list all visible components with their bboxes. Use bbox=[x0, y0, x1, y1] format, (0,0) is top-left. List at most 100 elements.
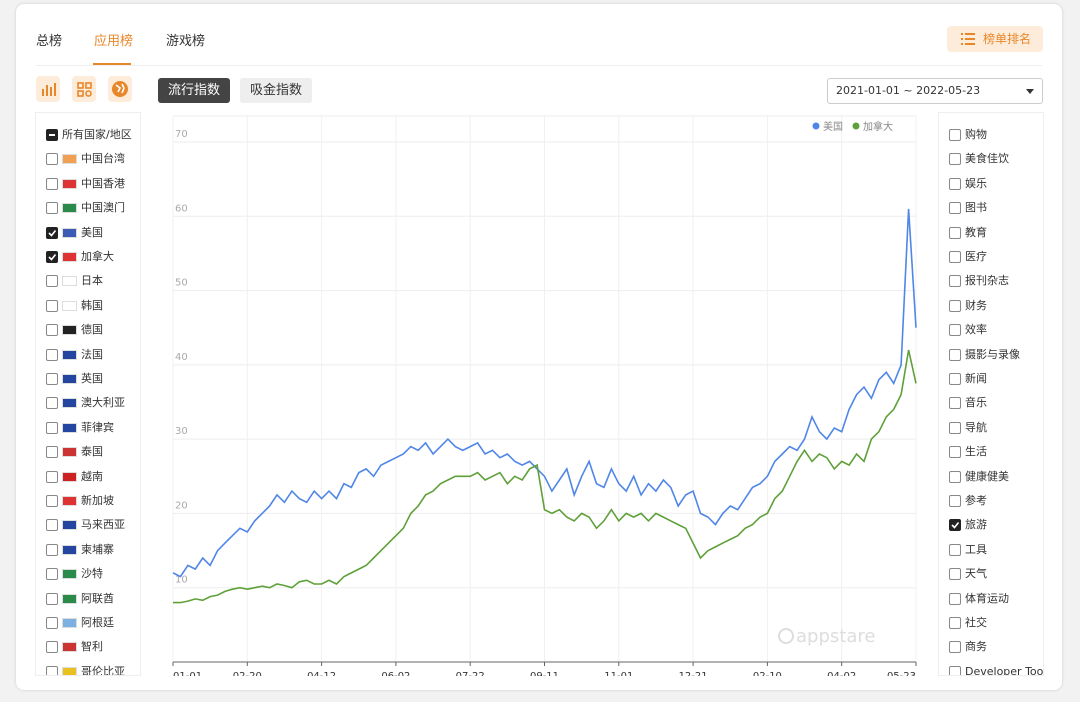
checkbox[interactable] bbox=[46, 397, 58, 410]
legend-dot bbox=[852, 122, 860, 130]
item-label: 娱乐 bbox=[965, 176, 987, 190]
item-label: 新加坡 bbox=[81, 494, 114, 507]
date-picker[interactable]: 2021-01-01 ~ 2022-05-23 bbox=[827, 78, 1043, 104]
index-button[interactable]: 吸金指数 bbox=[240, 78, 313, 103]
checkbox[interactable] bbox=[46, 592, 58, 605]
checkbox[interactable] bbox=[949, 421, 961, 434]
tab-underline bbox=[93, 63, 131, 65]
flag-icon bbox=[62, 154, 77, 165]
checkbox[interactable] bbox=[46, 543, 58, 556]
item-label: 生活 bbox=[965, 445, 987, 459]
checkbox[interactable] bbox=[949, 617, 961, 629]
checkbox[interactable] bbox=[46, 299, 58, 312]
y-tick-label: 40 bbox=[175, 352, 188, 363]
item-label: 柬埔寨 bbox=[81, 542, 114, 556]
tab[interactable]: 游戏榜 bbox=[166, 34, 206, 49]
flag-icon bbox=[62, 618, 77, 628]
checkbox[interactable] bbox=[949, 592, 961, 605]
checkbox[interactable] bbox=[46, 617, 58, 629]
x-tick-label: 07-22 bbox=[456, 671, 485, 676]
x-tick-label: 09-11 bbox=[530, 671, 559, 676]
rank-button[interactable]: 榜单排名 bbox=[947, 26, 1043, 52]
x-tick-label: 04-02 bbox=[827, 671, 856, 676]
item-label: 英国 bbox=[81, 372, 103, 385]
checkbox[interactable] bbox=[949, 348, 961, 361]
checkbox[interactable] bbox=[46, 226, 58, 239]
flag-icon bbox=[62, 496, 77, 506]
checkbox[interactable] bbox=[949, 153, 961, 166]
checkbox[interactable] bbox=[46, 275, 58, 288]
item-label: 健康健美 bbox=[965, 469, 1009, 483]
category-list: 购物 美食佳饮 娱乐 图书 教育 医疗 报刊杂志 财务 效率 摄影与录像 新闻 音乐 导航 生活 健康健美参… bbox=[938, 112, 1044, 676]
checkbox[interactable] bbox=[46, 177, 58, 190]
checkbox[interactable] bbox=[46, 446, 58, 459]
checkbox[interactable] bbox=[46, 470, 58, 483]
checkbox[interactable] bbox=[949, 543, 961, 556]
tab[interactable]: 应用榜 bbox=[94, 34, 134, 49]
item-label: 音乐 bbox=[965, 396, 987, 410]
checkbox[interactable] bbox=[949, 665, 961, 675]
checkbox[interactable] bbox=[46, 251, 58, 263]
checkbox[interactable] bbox=[949, 373, 961, 385]
item-label: 摄影与录像 bbox=[965, 347, 1020, 361]
x-tick-label: 02-10 bbox=[753, 671, 782, 676]
item-label: 德国 bbox=[81, 323, 103, 337]
checkbox[interactable] bbox=[46, 641, 58, 654]
checkbox[interactable] bbox=[46, 665, 58, 675]
x-tick-label: 04-12 bbox=[307, 671, 336, 676]
checkbox[interactable] bbox=[949, 519, 961, 532]
flag-icon bbox=[62, 520, 77, 531]
item-label: 中国香港 bbox=[81, 176, 125, 190]
checkbox[interactable] bbox=[949, 251, 961, 263]
checkbox[interactable] bbox=[949, 177, 961, 190]
globe-button[interactable] bbox=[108, 76, 132, 102]
item-label: Developer Tools bbox=[965, 664, 1044, 676]
page-card: 总榜 应用榜 游戏榜 榜单排名 流行指数 吸金指数 2021-01-01 ~ 2022… bbox=[16, 4, 1062, 690]
checkbox[interactable] bbox=[46, 324, 58, 337]
item-label: 阿联酋 bbox=[81, 591, 114, 605]
checkbox[interactable] bbox=[949, 446, 961, 459]
checkbox[interactable] bbox=[949, 397, 961, 410]
checkbox[interactable] bbox=[46, 129, 58, 141]
flag-icon bbox=[62, 203, 77, 214]
x-tick-label: 11-01 bbox=[604, 671, 633, 676]
checkbox[interactable] bbox=[46, 495, 58, 507]
chart: 10 20 30 40 50 60 70 01-01 02-20 04-12 06-02 07-22 0… bbox=[172, 115, 917, 676]
checkbox[interactable] bbox=[46, 421, 58, 434]
flag-icon bbox=[62, 374, 77, 384]
checkbox[interactable] bbox=[949, 568, 961, 581]
index-button[interactable]: 流行指数 bbox=[158, 78, 231, 103]
checkbox[interactable] bbox=[949, 202, 961, 215]
checkbox[interactable] bbox=[949, 324, 961, 337]
item-label: 购物 bbox=[965, 128, 987, 141]
grid-button[interactable] bbox=[72, 76, 96, 102]
list-icon bbox=[961, 33, 975, 45]
item-label: 教育 bbox=[965, 225, 987, 239]
checkbox[interactable] bbox=[949, 299, 961, 312]
item-label: 天气 bbox=[965, 567, 987, 581]
checkbox[interactable] bbox=[949, 495, 961, 507]
item-label: 马来西亚 bbox=[81, 518, 125, 532]
checkbox[interactable] bbox=[46, 519, 58, 532]
bar-chart-button[interactable] bbox=[36, 76, 60, 102]
checkbox[interactable] bbox=[46, 373, 58, 385]
flag-icon bbox=[62, 666, 77, 675]
checkbox[interactable] bbox=[46, 202, 58, 215]
item-label: 美食佳饮 bbox=[965, 152, 1009, 166]
checkbox[interactable] bbox=[46, 348, 58, 361]
tab[interactable]: 总榜 bbox=[36, 34, 63, 49]
checkbox[interactable] bbox=[949, 641, 961, 654]
checkbox[interactable] bbox=[46, 153, 58, 166]
item-label: 社交 bbox=[965, 616, 987, 629]
item-label: 图书 bbox=[965, 201, 987, 215]
checkbox[interactable] bbox=[46, 568, 58, 581]
flag-icon bbox=[62, 642, 77, 653]
checkbox[interactable] bbox=[949, 129, 961, 141]
legend-label: 加拿大 bbox=[863, 120, 893, 133]
checkbox[interactable] bbox=[949, 470, 961, 483]
item-label: 沙特 bbox=[81, 567, 103, 581]
legend-label: 美国 bbox=[823, 120, 843, 133]
checkbox[interactable] bbox=[949, 226, 961, 239]
checkbox[interactable] bbox=[949, 275, 961, 288]
item-label: 菲律宾 bbox=[81, 420, 114, 434]
